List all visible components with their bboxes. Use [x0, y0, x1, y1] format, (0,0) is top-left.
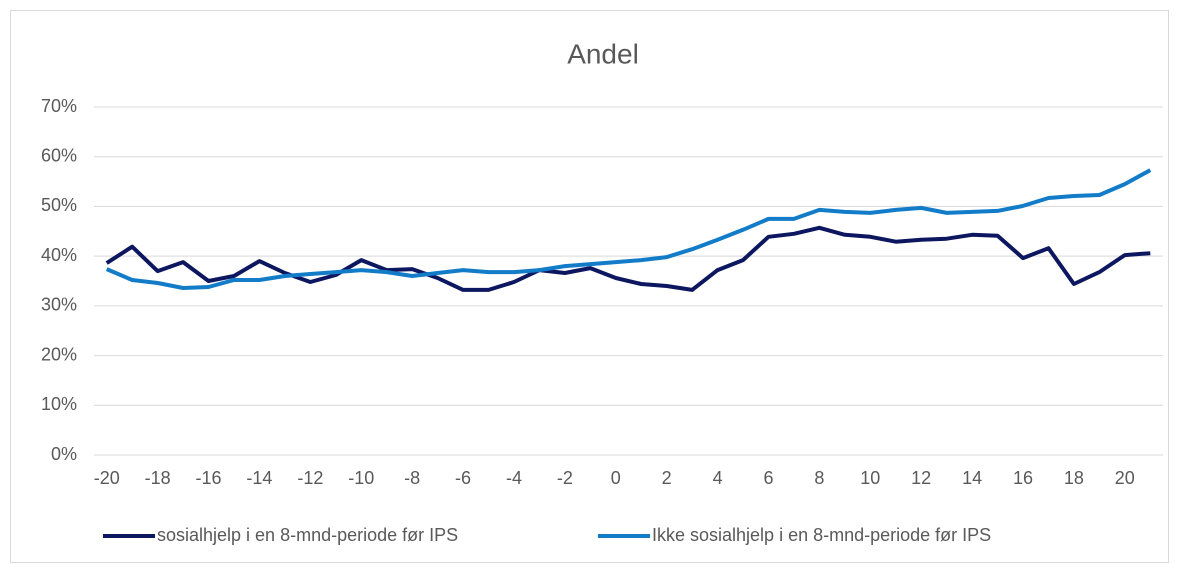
chart-title: Andel	[567, 38, 639, 69]
y-tick-label: 20%	[41, 344, 77, 364]
y-tick-label: 10%	[41, 394, 77, 414]
series-line	[105, 168, 1152, 290]
x-tick-label: 18	[1064, 468, 1084, 488]
x-tick-label: 0	[611, 468, 621, 488]
x-tick-label: -6	[455, 468, 471, 488]
x-tick-label: -2	[557, 468, 573, 488]
x-tick-label: 14	[962, 468, 982, 488]
x-tick-label: -12	[297, 468, 323, 488]
y-tick-label: 50%	[41, 195, 77, 215]
x-tick-label: -20	[94, 468, 120, 488]
legend-label: Ikke sosialhjelp i en 8-mnd-periode før …	[652, 525, 991, 545]
x-tick-label: 6	[763, 468, 773, 488]
x-tick-label: 4	[713, 468, 723, 488]
x-tick-label: 20	[1115, 468, 1135, 488]
x-tick-label: 12	[911, 468, 931, 488]
x-tick-label: -16	[196, 468, 222, 488]
y-tick-label: 60%	[41, 145, 77, 165]
x-tick-label: 8	[814, 468, 824, 488]
y-tick-label: 0%	[51, 444, 77, 464]
y-tick-label: 30%	[41, 295, 77, 315]
x-tick-label: 16	[1013, 468, 1033, 488]
x-tick-label: 10	[860, 468, 880, 488]
x-tick-label: -8	[404, 468, 420, 488]
x-tick-label: -14	[246, 468, 272, 488]
x-tick-label: -18	[145, 468, 171, 488]
x-tick-label: 2	[662, 468, 672, 488]
series-line	[105, 225, 1151, 292]
x-tick-label: -10	[348, 468, 374, 488]
y-tick-label: 40%	[41, 245, 77, 265]
x-tick-label: -4	[506, 468, 522, 488]
y-tick-label: 70%	[41, 96, 77, 116]
legend-label: sosialhjelp i en 8-mnd-periode før IPS	[157, 525, 458, 545]
